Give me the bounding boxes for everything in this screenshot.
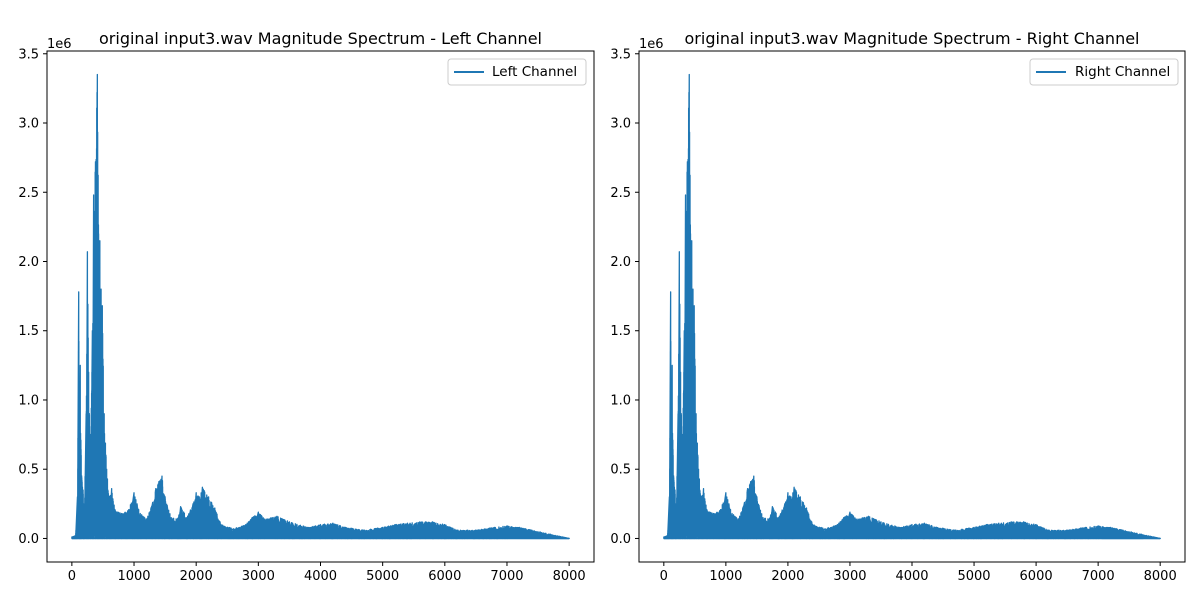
y-scale-label: 1e6 xyxy=(639,37,664,52)
x-tick-label: 8000 xyxy=(1144,569,1177,584)
x-tick-label: 5000 xyxy=(957,569,990,584)
x-tick-label: 6000 xyxy=(428,569,461,584)
y-tick-label: 2.0 xyxy=(18,255,39,270)
y-tick-label: 2.0 xyxy=(610,255,631,270)
x-tick-label: 3000 xyxy=(833,569,866,584)
x-tick-label: 2000 xyxy=(180,569,213,584)
x-tick-label: 4000 xyxy=(895,569,928,584)
series-line xyxy=(71,73,570,540)
y-tick-label: 0.5 xyxy=(18,463,39,478)
x-tick-label: 4000 xyxy=(304,569,337,584)
legend-box xyxy=(447,58,587,86)
y-tick-label: 1.5 xyxy=(610,324,631,339)
y-ticks: 0.0 0.5 1.0 1.5 2.0 2.5 3.0 3.5 xyxy=(610,47,639,547)
x-tick-label: 7000 xyxy=(490,569,523,584)
x-tick-label: 1000 xyxy=(709,569,742,584)
series-line xyxy=(663,73,1161,540)
plot-area xyxy=(47,51,594,562)
y-tick-label: 3.5 xyxy=(18,47,39,62)
x-tick-label: 6000 xyxy=(1020,569,1053,584)
chart-title: original input3.wav Magnitude Spectrum -… xyxy=(99,29,542,48)
x-ticks: 0 1000 2000 3000 4000 5000 6000 7000 8000 xyxy=(68,562,586,584)
y-tick-label: 3.5 xyxy=(610,47,631,62)
x-ticks: 0 1000 2000 3000 4000 5000 6000 7000 8000 xyxy=(660,562,1177,584)
y-tick-label: 2.5 xyxy=(610,186,631,201)
y-tick-label: 3.0 xyxy=(610,117,631,132)
y-tick-label: 1.0 xyxy=(18,393,39,408)
chart-panel-right: original input3.wav Magnitude Spectrum -… xyxy=(610,29,1186,584)
legend-box xyxy=(1029,58,1179,86)
axes-frame xyxy=(46,50,595,563)
plot-area xyxy=(639,51,1185,562)
y-tick-label: 1.0 xyxy=(610,393,631,408)
x-tick-label: 0 xyxy=(68,569,76,584)
y-tick-label: 0.0 xyxy=(18,532,39,547)
y-tick-label: 2.5 xyxy=(18,186,39,201)
axes-frame xyxy=(638,50,1186,563)
series-group xyxy=(71,73,570,540)
chart-title: original input3.wav Magnitude Spectrum -… xyxy=(685,29,1140,48)
series-group xyxy=(663,73,1161,540)
x-tick-label: 1000 xyxy=(117,569,150,584)
chart-panel-left: original input3.wav Magnitude Spectrum -… xyxy=(18,29,595,584)
y-scale-label: 1e6 xyxy=(47,37,72,52)
y-ticks: 0.0 0.5 1.0 1.5 2.0 2.5 3.0 3.5 xyxy=(18,47,47,547)
y-tick-label: 3.0 xyxy=(18,117,39,132)
y-tick-label: 0.0 xyxy=(610,532,631,547)
x-tick-label: 3000 xyxy=(242,569,275,584)
x-tick-label: 2000 xyxy=(771,569,804,584)
x-tick-label: 8000 xyxy=(553,569,586,584)
x-tick-label: 0 xyxy=(660,569,668,584)
legend: Right Channel xyxy=(1029,58,1179,86)
legend-label: Right Channel xyxy=(1075,64,1170,80)
y-tick-label: 0.5 xyxy=(610,463,631,478)
y-tick-label: 1.5 xyxy=(18,324,39,339)
legend-label: Left Channel xyxy=(492,64,577,80)
legend: Left Channel xyxy=(447,58,587,86)
x-tick-label: 7000 xyxy=(1082,569,1115,584)
x-tick-label: 5000 xyxy=(366,569,399,584)
